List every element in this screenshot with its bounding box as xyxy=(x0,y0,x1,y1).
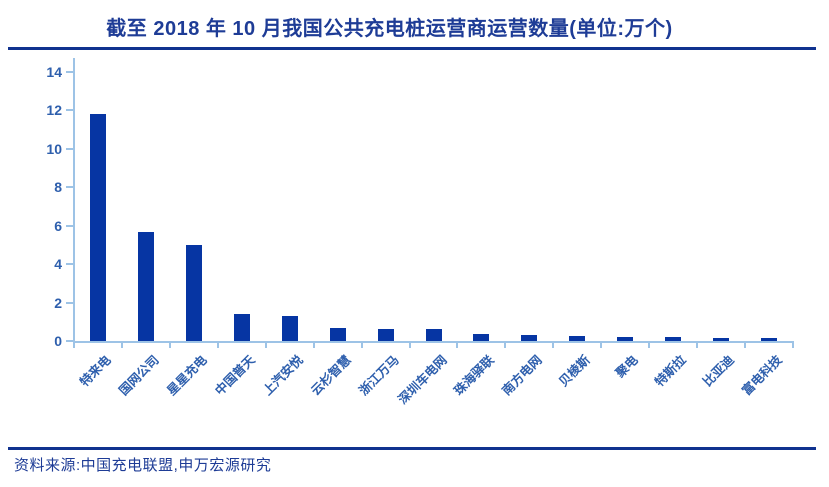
x-axis-line xyxy=(73,341,794,343)
bar xyxy=(377,329,394,341)
source-note: 资料来源:中国充电联盟,申万宏源研究 xyxy=(14,457,272,474)
bar xyxy=(521,335,538,341)
x-axis-tick xyxy=(504,343,507,348)
x-axis-tick xyxy=(744,343,747,348)
x-axis-tick xyxy=(456,343,459,348)
bar xyxy=(473,334,490,341)
y-axis-label: 12 xyxy=(46,102,62,119)
bar xyxy=(137,232,154,341)
bar xyxy=(617,337,634,341)
y-axis-label: 2 xyxy=(54,294,62,311)
bar xyxy=(233,314,250,341)
bar xyxy=(665,337,682,341)
bar-chart: 0 2 4 6 8 10 12 14 特来电 国网公司 星星充电 中国普天 上汽安悦 云杉智慧 浙江万马 深圳… xyxy=(0,52,829,447)
y-axis-label: 4 xyxy=(54,256,62,273)
x-axis-tick xyxy=(73,343,75,348)
y-axis-label: 6 xyxy=(54,217,62,234)
y-axis-line xyxy=(73,58,75,343)
page-title: 截至 2018 年 10 月我国公共充电桩运营商运营数量(单位:万个) xyxy=(106,18,673,40)
y-axis-tick xyxy=(66,147,74,150)
bar xyxy=(761,338,778,341)
x-axis-tick xyxy=(792,343,794,348)
x-axis-tick xyxy=(120,343,123,348)
footer-divider xyxy=(8,447,816,450)
y-axis-tick xyxy=(66,263,74,266)
bar xyxy=(425,329,442,341)
bar xyxy=(713,338,730,341)
y-axis-tick xyxy=(66,340,74,342)
bar xyxy=(89,114,106,341)
y-axis-tick xyxy=(66,301,74,304)
y-axis-label: 0 xyxy=(54,333,62,349)
y-axis-tick xyxy=(66,109,74,112)
bar xyxy=(569,336,586,341)
bar xyxy=(329,328,346,341)
bar xyxy=(281,316,298,341)
y-axis-label: 14 xyxy=(46,64,62,80)
x-axis-tick xyxy=(408,343,411,348)
title-divider xyxy=(8,47,816,50)
x-axis-tick xyxy=(264,343,267,348)
y-axis-label: 10 xyxy=(46,140,62,157)
x-axis-tick xyxy=(552,343,555,348)
y-axis-tick xyxy=(66,224,74,227)
x-axis-tick xyxy=(600,343,603,348)
x-axis-tick xyxy=(360,343,363,348)
x-axis-tick xyxy=(696,343,699,348)
x-axis-tick xyxy=(312,343,315,348)
y-axis-tick xyxy=(66,186,74,189)
x-axis-tick xyxy=(216,343,219,348)
y-axis-tick xyxy=(66,71,74,73)
y-axis-label: 8 xyxy=(54,179,62,196)
bar xyxy=(185,245,202,341)
x-axis-tick xyxy=(648,343,651,348)
x-axis-tick xyxy=(168,343,171,348)
